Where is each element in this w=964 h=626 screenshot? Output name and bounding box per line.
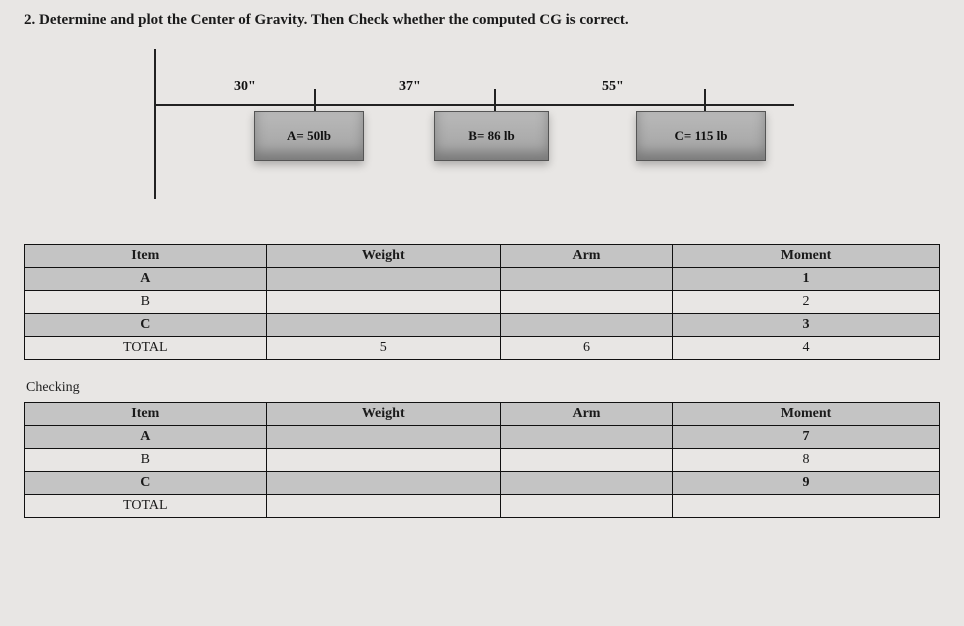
- moment-table-1: ItemWeightArmMomentA1B2C3TOTAL564: [24, 244, 940, 360]
- table-cell: [500, 268, 672, 291]
- table-cell: [500, 495, 672, 518]
- table-cell: A: [25, 426, 267, 449]
- table-cell: A: [25, 268, 267, 291]
- table-cell: [266, 426, 500, 449]
- cg-diagram: 30" 37" 55" A= 50lb B= 86 lb C= 115 lb: [134, 49, 914, 219]
- dimension-label: 37": [399, 79, 421, 95]
- table-cell: C: [25, 314, 267, 337]
- table-cell: [266, 268, 500, 291]
- table-cell: C: [25, 472, 267, 495]
- weight-block: B= 86 lb: [434, 111, 549, 161]
- checking-label: Checking: [26, 380, 940, 396]
- table-cell: 2: [673, 291, 940, 314]
- table-cell: [266, 314, 500, 337]
- table-header: Arm: [500, 245, 672, 268]
- table-cell: [673, 495, 940, 518]
- table-row: TOTAL: [25, 495, 940, 518]
- table-header: Arm: [500, 403, 672, 426]
- table-cell: [266, 449, 500, 472]
- table-header: Item: [25, 403, 267, 426]
- table-cell: [500, 314, 672, 337]
- table-cell: 3: [673, 314, 940, 337]
- moment-table-2: ItemWeightArmMomentA7B8C9TOTAL: [24, 402, 940, 518]
- table-cell: 7: [673, 426, 940, 449]
- table-header: Moment: [673, 403, 940, 426]
- table-cell: [500, 449, 672, 472]
- table-cell: TOTAL: [25, 337, 267, 360]
- table-row: TOTAL564: [25, 337, 940, 360]
- table-cell: B: [25, 449, 267, 472]
- table-row: A7: [25, 426, 940, 449]
- table-cell: 6: [500, 337, 672, 360]
- table-cell: [500, 472, 672, 495]
- table-row: C3: [25, 314, 940, 337]
- table-row: C9: [25, 472, 940, 495]
- table-row: B2: [25, 291, 940, 314]
- table-row: A1: [25, 268, 940, 291]
- dimension-label: 30": [234, 79, 256, 95]
- weight-block: C= 115 lb: [636, 111, 766, 161]
- table-row: B8: [25, 449, 940, 472]
- table-cell: TOTAL: [25, 495, 267, 518]
- table-cell: 8: [673, 449, 940, 472]
- table-cell: 1: [673, 268, 940, 291]
- table-cell: 5: [266, 337, 500, 360]
- table-cell: [266, 291, 500, 314]
- weight-block: A= 50lb: [254, 111, 364, 161]
- table-cell: 9: [673, 472, 940, 495]
- table-cell: B: [25, 291, 267, 314]
- table-cell: 4: [673, 337, 940, 360]
- datum-line: [154, 49, 156, 199]
- table-header: Weight: [266, 403, 500, 426]
- table-cell: [500, 291, 672, 314]
- table-header: Moment: [673, 245, 940, 268]
- table-cell: [266, 495, 500, 518]
- table-header: Item: [25, 245, 267, 268]
- table-cell: [500, 426, 672, 449]
- problem-title: 2. Determine and plot the Center of Grav…: [24, 12, 940, 29]
- beam-line: [154, 104, 794, 106]
- table-cell: [266, 472, 500, 495]
- table-header: Weight: [266, 245, 500, 268]
- dimension-label: 55": [602, 79, 624, 95]
